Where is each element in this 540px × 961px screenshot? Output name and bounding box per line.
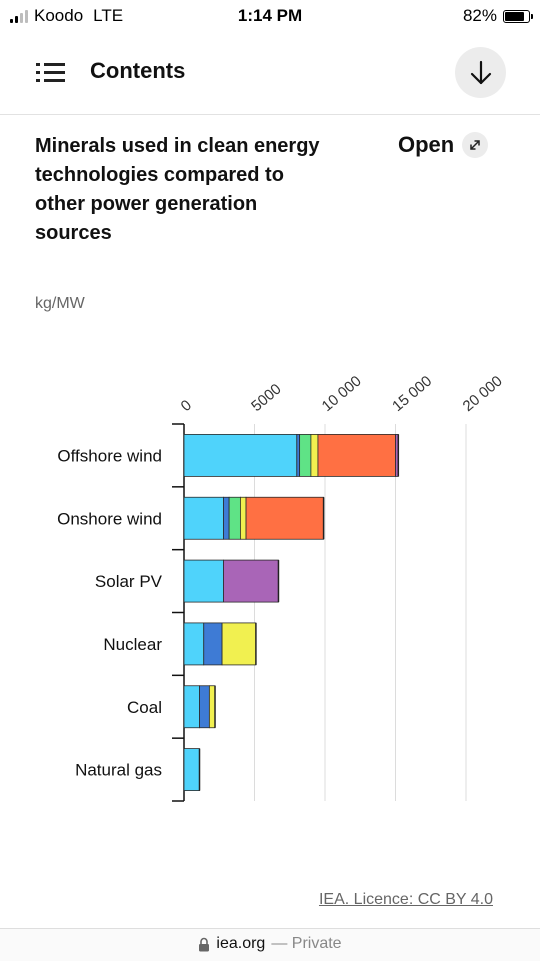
x-tick-label: 15 000 [389, 373, 435, 416]
url-text: iea.org [216, 935, 266, 952]
bar-segment [317, 434, 396, 477]
category-label: Nuclear [103, 635, 162, 654]
category-label: Natural gas [75, 761, 162, 780]
expand-icon [462, 132, 489, 158]
status-left: Koodo LTE [10, 6, 123, 26]
bar-segment [208, 685, 216, 729]
bar-segment [223, 559, 279, 603]
category-label: Coal [127, 698, 162, 717]
bar-segment [183, 496, 224, 540]
x-tick-label: 0 [178, 397, 195, 415]
category-label: Onshore wind [57, 509, 162, 528]
x-tick-label: 5000 [248, 381, 284, 415]
bar-segment [183, 434, 298, 477]
bar-segment [183, 622, 205, 666]
open-link[interactable]: Open [398, 132, 489, 158]
signal-icon [10, 9, 28, 23]
unit-label: kg/MW [35, 295, 85, 312]
browser-address-bar[interactable]: iea.org — Private [0, 928, 540, 961]
x-tick-label: 20 000 [460, 373, 506, 416]
carrier-name: Koodo [34, 6, 84, 25]
bar-segment [183, 559, 224, 603]
download-button[interactable] [455, 47, 506, 98]
status-time: 1:14 PM [237, 6, 303, 25]
open-label: Open [398, 132, 455, 157]
bar-segment [239, 496, 247, 540]
battery-percent: 82% [462, 6, 497, 25]
bar-segment [223, 496, 230, 540]
x-tick-label: 10 000 [319, 373, 365, 416]
bar-segment [245, 496, 324, 540]
bar-segment [221, 622, 257, 666]
header: Contents [0, 32, 540, 115]
status-right: 82% [462, 6, 533, 26]
category-label: Solar PV [95, 572, 163, 591]
category-label: Offshore wind [57, 446, 162, 465]
list-icon[interactable] [36, 63, 66, 83]
bar-segment [228, 496, 241, 540]
licence-link[interactable]: IEA. Licence: CC BY 4.0 [318, 891, 493, 908]
bar-segment [299, 434, 312, 477]
bar-segment [183, 748, 200, 791]
contents-title[interactable]: Contents [90, 58, 186, 83]
network-type: LTE [93, 6, 124, 25]
bar-segment [183, 685, 200, 729]
arrow-down-icon [470, 60, 491, 84]
battery-icon [503, 9, 533, 23]
private-label: — Private [271, 935, 342, 952]
bar-segment [310, 434, 319, 477]
chart-title: Minerals used in clean energy technologi… [35, 135, 320, 244]
mineral-bar-chart: 0 5000 10 000 15 000 20 000 Offshore wind Onsh… [57, 373, 506, 802]
bar-segment [203, 622, 223, 666]
status-bar: Koodo LTE 1:14 PM 82% [0, 0, 540, 32]
bar-segment [199, 685, 210, 729]
lock-icon [199, 937, 210, 951]
bar-segment [296, 434, 301, 477]
